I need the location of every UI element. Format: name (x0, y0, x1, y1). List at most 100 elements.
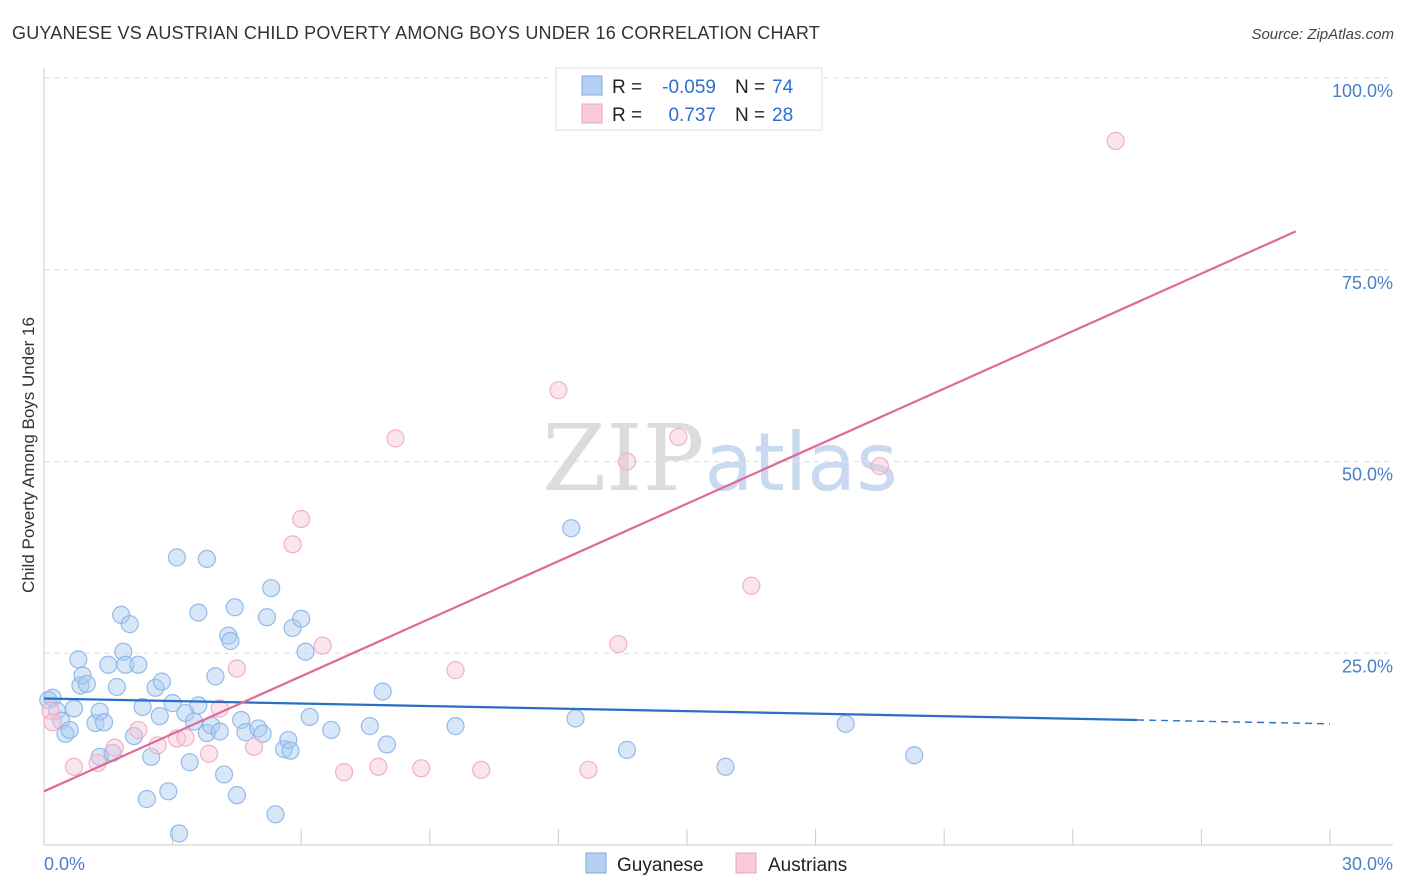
point-guyanese (90, 702, 109, 721)
data-points (39, 131, 1125, 843)
point-guyanese (73, 666, 92, 685)
point-austrians (369, 757, 388, 776)
trend-line-guyanese (43, 697, 1138, 722)
point-austrians (64, 757, 84, 776)
point-austrians (313, 636, 332, 655)
grid-lines (44, 77, 1393, 654)
point-austrians (283, 535, 302, 554)
point-guyanese (274, 740, 294, 759)
point-guyanese (77, 674, 96, 694)
point-guyanese (169, 824, 189, 843)
point-guyanese (446, 717, 465, 736)
y-tick-label-100: 100.0% (1332, 81, 1393, 101)
legend-r-value-austrians: 0.737 (668, 105, 716, 126)
point-guyanese (266, 805, 285, 824)
point-guyanese (189, 696, 208, 715)
point-austrians (386, 429, 405, 448)
point-guyanese (257, 608, 277, 627)
point-austrians (105, 738, 124, 757)
y-tick-label-75: 75.0% (1342, 273, 1393, 293)
chart-title: GUYANESE VS AUSTRIAN CHILD POVERTY AMONG… (12, 23, 820, 43)
point-austrians (244, 737, 264, 756)
legend-n-value-austrians: 28 (772, 105, 793, 126)
trend-lines (43, 230, 1331, 793)
series-legend-swatch-guyanese (585, 852, 607, 874)
stats-legend: R = -0.059 N = 74 R = 0.737 N = 28 (555, 67, 823, 131)
point-guyanese (279, 730, 298, 750)
point-guyanese (137, 789, 156, 809)
point-austrians (472, 760, 491, 779)
point-guyanese (167, 548, 186, 567)
point-guyanese (221, 631, 240, 651)
point-austrians (227, 659, 246, 678)
y-tick-label-25: 25.0% (1342, 656, 1393, 676)
point-guyanese (152, 672, 171, 691)
point-guyanese (99, 655, 118, 674)
point-guyanese (262, 578, 281, 598)
watermark-text: ZIPatlas (542, 405, 898, 512)
point-austrians (41, 701, 60, 720)
point-austrians (334, 763, 354, 782)
legend-n-label-guyanese: N = (735, 77, 765, 98)
y-tick-label-50: 50.0% (1342, 465, 1393, 485)
chart-source: Source: ZipAtlas.com (1251, 26, 1394, 43)
point-austrians (1106, 131, 1125, 150)
point-guyanese (566, 709, 585, 728)
point-guyanese (133, 697, 152, 717)
point-guyanese (296, 642, 315, 661)
point-guyanese (180, 753, 199, 772)
point-guyanese (107, 677, 126, 697)
point-guyanese (716, 757, 735, 776)
x-tick-min: 0.0% (44, 854, 85, 874)
trend-line-extension-guyanese (1137, 719, 1331, 725)
legend-r-label-austrians: R = (612, 105, 642, 126)
point-guyanese (189, 603, 208, 622)
point-austrians (609, 634, 628, 654)
point-austrians (292, 509, 311, 529)
point-austrians (412, 759, 431, 778)
point-guyanese (163, 694, 182, 713)
point-guyanese (562, 519, 581, 538)
trend-line-austrians (43, 230, 1297, 793)
point-guyanese (142, 747, 161, 766)
point-austrians (742, 576, 761, 595)
point-guyanese (322, 720, 341, 740)
point-guyanese (905, 746, 924, 765)
point-austrians (446, 661, 465, 680)
point-guyanese (197, 549, 216, 569)
legend-n-label-austrians: N = (735, 105, 765, 126)
point-austrians (199, 744, 219, 763)
point-guyanese (225, 598, 244, 617)
series-legend-label-austrians: Austrians (768, 855, 847, 876)
point-austrians (43, 713, 62, 732)
point-guyanese (64, 699, 84, 718)
point-austrians (669, 427, 688, 447)
x-tick-max: 30.0% (1342, 854, 1393, 874)
point-guyanese (206, 667, 225, 686)
point-guyanese (300, 707, 319, 727)
series-legend-label-guyanese: Guyanese (617, 855, 704, 876)
watermark: ZIPatlas (542, 405, 898, 512)
legend-swatch-guyanese (581, 75, 603, 96)
legend-r-value-guyanese: -0.059 (662, 77, 716, 98)
point-guyanese (836, 714, 855, 733)
point-guyanese (159, 782, 178, 801)
point-guyanese (227, 786, 246, 805)
point-austrians (617, 452, 637, 471)
y-tick-labels: 25.0% 50.0% 75.0% 100.0% (1332, 81, 1393, 676)
point-guyanese (116, 655, 135, 674)
legend-n-value-guyanese: 74 (772, 77, 794, 98)
point-guyanese (253, 724, 272, 743)
point-guyanese (129, 655, 148, 674)
point-guyanese (94, 713, 114, 732)
point-guyanese (373, 682, 392, 701)
point-guyanese (60, 720, 79, 740)
point-guyanese (120, 615, 139, 634)
point-austrians (579, 760, 598, 779)
point-guyanese (377, 735, 397, 754)
point-guyanese (210, 722, 229, 741)
point-guyanese (69, 650, 88, 669)
point-austrians (549, 381, 568, 400)
point-guyanese (281, 741, 300, 760)
